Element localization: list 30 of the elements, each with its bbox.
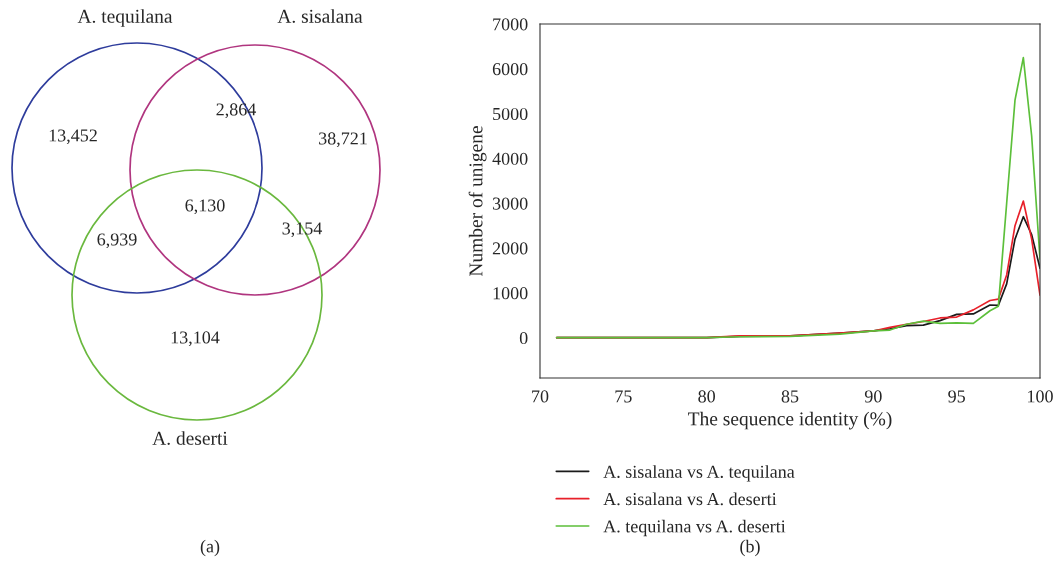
legend-label: A. tequilana vs A. deserti <box>603 519 786 537</box>
x-tick-label: 90 <box>864 390 882 403</box>
x-axis-title: The sequence identity (%) <box>688 411 892 430</box>
y-tick-label: 1000 <box>493 287 528 300</box>
y-tick-label: 0 <box>519 331 528 345</box>
y-tick-label: 3000 <box>492 197 528 210</box>
text: 6,939 <box>97 233 137 249</box>
legend-label: A. sisalana vs A. tequilana <box>603 465 795 482</box>
y-tick-label: 5000 <box>493 107 528 121</box>
text: A. deserti <box>152 431 228 445</box>
text: A. sisalana <box>277 9 363 23</box>
text: 6,130 <box>185 199 225 215</box>
text: A. tequilana <box>77 9 173 27</box>
text: 13,452 <box>49 129 97 145</box>
x-tick-label: 85 <box>781 390 799 403</box>
x-tick-label: 100 <box>1028 390 1053 403</box>
x-tick-label: 95 <box>948 390 965 403</box>
x-tick-label: 75 <box>615 390 632 403</box>
text: 13,104 <box>171 331 220 347</box>
legend-label: A. sisalana vs A. deserti <box>603 492 777 506</box>
y-tick-label: 6000 <box>492 63 528 76</box>
y-tick-label: 2000 <box>492 242 528 255</box>
text: 38,721 <box>319 132 367 148</box>
x-tick-label: 80 <box>698 390 716 403</box>
text: (b) <box>740 539 760 557</box>
y-tick-label: 4000 <box>492 152 528 165</box>
text: (a) <box>200 539 220 557</box>
x-tick-label: 70 <box>532 390 549 403</box>
y-tick-label: 7000 <box>493 18 528 31</box>
y-axis-title: Number of unigene <box>468 126 487 277</box>
